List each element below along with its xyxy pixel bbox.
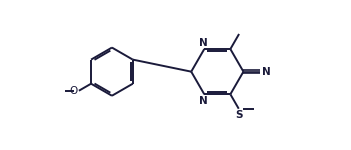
- Text: S: S: [235, 110, 243, 120]
- Text: N: N: [199, 96, 207, 106]
- Text: O: O: [69, 86, 78, 96]
- Text: N: N: [199, 38, 207, 48]
- Text: N: N: [262, 67, 271, 77]
